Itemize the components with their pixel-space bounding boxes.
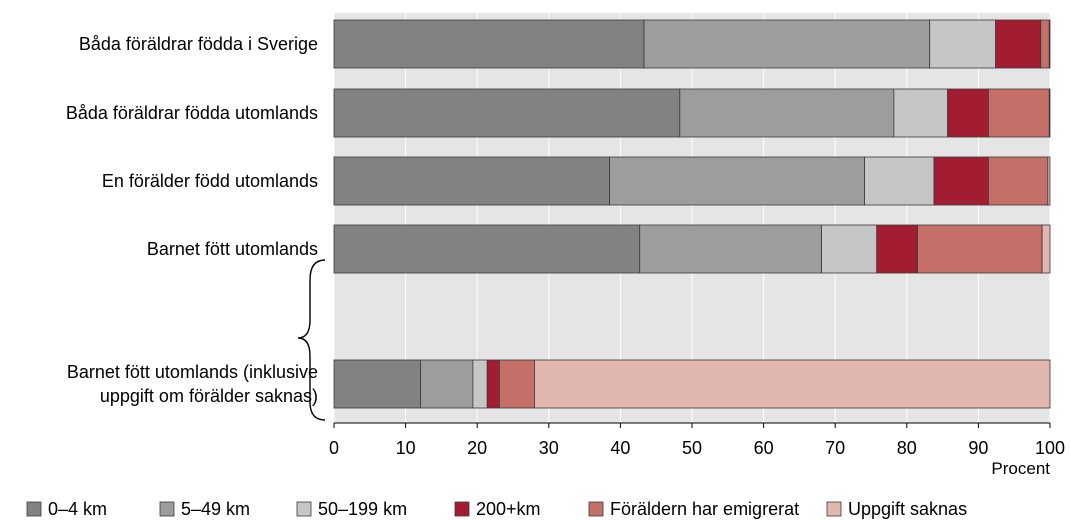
x-tick-label: 30	[539, 438, 559, 458]
bar-segment	[333, 224, 641, 274]
category-label: Barnet fött utomlands (inklusive	[67, 362, 318, 382]
bar-segment	[995, 19, 1042, 69]
bar-segment	[917, 224, 1043, 274]
legend-swatch	[454, 501, 470, 517]
bar-segment	[947, 88, 989, 138]
bar-segment	[1040, 19, 1050, 69]
x-tick-label: 80	[897, 438, 917, 458]
x-tick-label: 20	[467, 438, 487, 458]
bar-segment	[988, 88, 1050, 138]
legend-item: 200+km	[454, 499, 541, 519]
x-tick-label: 70	[825, 438, 845, 458]
legend-item: 0–4 km	[26, 499, 107, 519]
bar-segment	[821, 224, 878, 274]
category-label: Barnet fött utomlands	[147, 239, 318, 259]
bar-segment	[679, 88, 895, 138]
bar-segment	[1047, 156, 1051, 206]
bar-segments	[333, 19, 1051, 409]
bar-segment	[498, 359, 535, 409]
bar-segment	[1048, 19, 1051, 69]
bar-segment	[639, 224, 822, 274]
legend-label: 200+km	[476, 499, 541, 519]
bar-segment	[929, 19, 996, 69]
bar-segment	[486, 359, 500, 409]
x-tick-label: 60	[754, 438, 774, 458]
bar-segment	[333, 359, 422, 409]
x-tick-label: 40	[610, 438, 630, 458]
category-labels: Båda föräldrar födda i Sverige Båda föräl…	[66, 34, 318, 406]
bar-segment	[609, 156, 865, 206]
bar-segment	[893, 88, 949, 138]
bar-segment	[472, 359, 488, 409]
gridlines	[333, 13, 1051, 423]
category-label: En förälder född utomlands	[102, 171, 318, 191]
category-label: uppgift om förälder saknas)	[100, 386, 318, 406]
bar-segment	[333, 156, 611, 206]
legend-label: Föräldern har emigrerat	[610, 499, 799, 519]
legend-swatch	[26, 501, 42, 517]
group-brace	[297, 259, 326, 421]
legend-swatch	[159, 501, 175, 517]
legend-label: 50–199 km	[318, 499, 407, 519]
legend-label: 0–4 km	[48, 499, 107, 519]
legend-label: 5–49 km	[181, 499, 250, 519]
bar-segment	[333, 88, 681, 138]
legend-item: 50–199 km	[296, 499, 407, 519]
x-tick-label: 100	[1035, 438, 1065, 458]
bar-segment	[988, 156, 1049, 206]
bar-segment	[1048, 88, 1051, 138]
legend-swatch	[826, 501, 842, 517]
x-tick-label: 10	[396, 438, 416, 458]
legend-item: 5–49 km	[159, 499, 250, 519]
legend: 0–4 km 5–49 km 50–199 km 200+km Föräldern ha…	[26, 499, 967, 519]
legend-label: Uppgift saknas	[848, 499, 967, 519]
legend-swatch	[588, 501, 604, 517]
x-tick-label: 90	[968, 438, 988, 458]
bar-segment	[643, 19, 931, 69]
bar-segment	[1041, 224, 1051, 274]
x-axis-label: Procent	[991, 459, 1050, 478]
legend-swatch	[296, 501, 312, 517]
legend-item: Föräldern har emigrerat	[588, 499, 799, 519]
bar-segment	[333, 19, 645, 69]
legend-item: Uppgift saknas	[826, 499, 967, 519]
bar-segment	[420, 359, 474, 409]
x-axis: 0 10 20 30 40 50 60 70 80 90 100	[329, 422, 1065, 458]
x-tick-label: 50	[682, 438, 702, 458]
x-tick-label: 0	[329, 438, 339, 458]
bar-segment	[864, 156, 935, 206]
bar-segment	[876, 224, 918, 274]
bar-segment	[534, 359, 1051, 409]
bar-segment	[933, 156, 989, 206]
category-label: Båda föräldrar födda i Sverige	[79, 34, 318, 54]
category-label: Båda föräldrar födda utomlands	[66, 103, 318, 123]
